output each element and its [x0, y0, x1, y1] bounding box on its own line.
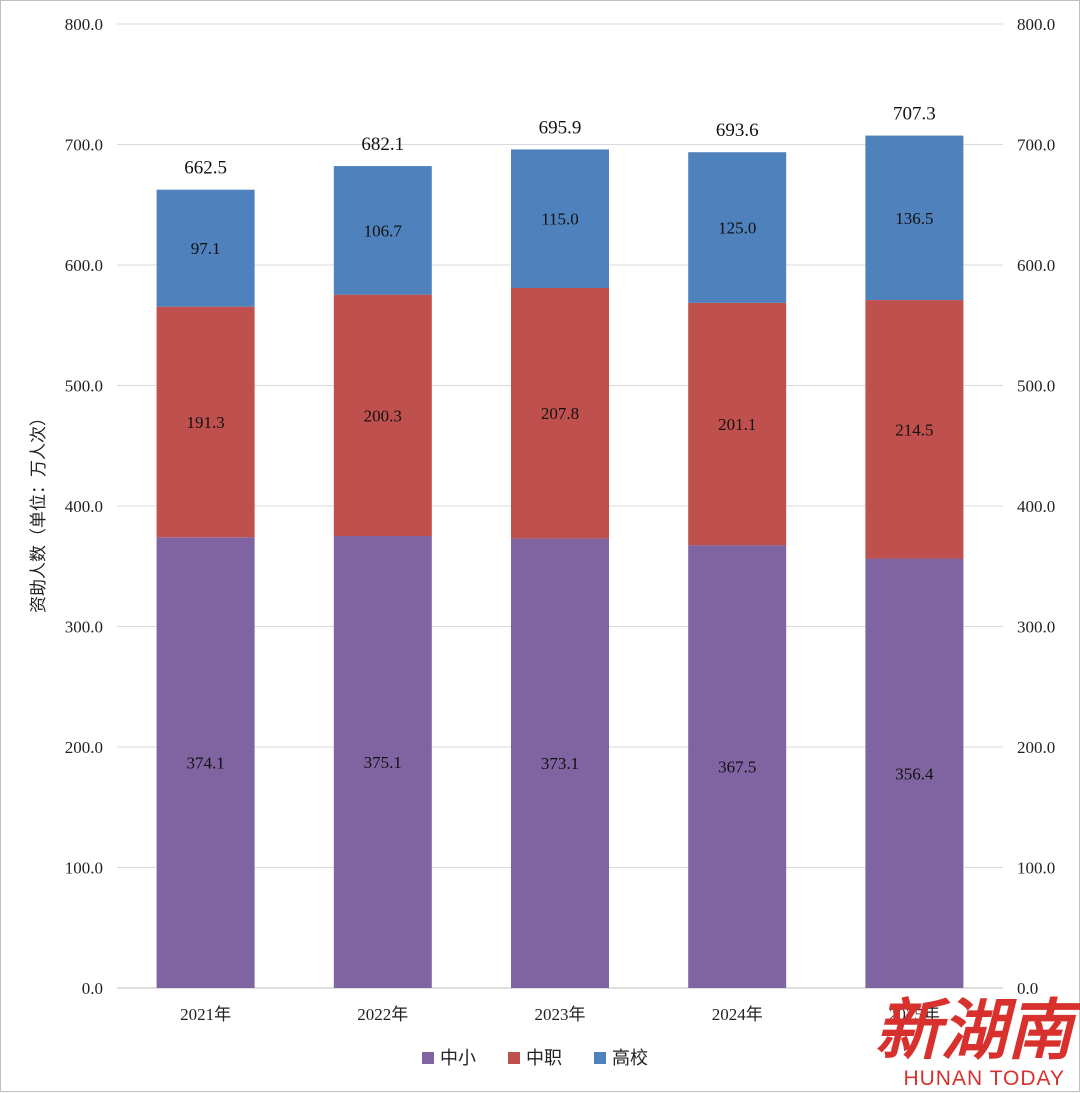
- bar-segment: [865, 558, 964, 988]
- bar-segment: [333, 166, 432, 295]
- legend-swatch: [594, 1052, 606, 1064]
- bar-segment: [688, 545, 787, 988]
- bar-segment: [333, 294, 432, 537]
- segment-value-label: 200.3: [364, 406, 402, 425]
- bar-segment: [511, 288, 609, 539]
- x-tick-label: 2024年: [712, 1005, 763, 1024]
- segment-value-label: 191.3: [186, 413, 224, 432]
- y-tick-label-right: 300.0: [1017, 618, 1055, 637]
- segment-value-label: 373.1: [541, 754, 579, 773]
- bar-segment: [333, 536, 432, 988]
- x-tick-label: 2021年: [180, 1005, 231, 1024]
- y-tick-label-right: 600.0: [1017, 256, 1055, 275]
- segment-value-label: 207.8: [541, 404, 579, 423]
- total-value-label: 682.1: [361, 134, 404, 155]
- y-tick-label-right: 100.0: [1017, 859, 1055, 878]
- watermark: 新湖南 HUNAN TODAY: [875, 991, 1080, 1090]
- x-tick-label: 2022年: [357, 1005, 408, 1024]
- segment-value-label: 367.5: [718, 758, 756, 777]
- y-tick-label-left: 0.0: [82, 979, 103, 998]
- segment-value-label: 374.1: [186, 754, 224, 773]
- legend: 中小 中职 高校: [422, 1048, 648, 1069]
- watermark-logo: 新湖南: [875, 991, 1080, 1069]
- bar-segment: [688, 152, 787, 303]
- legend-swatch: [422, 1052, 434, 1064]
- legend-label: 中小: [440, 1048, 476, 1069]
- watermark-subtitle: HUNAN TODAY: [903, 1067, 1065, 1090]
- total-value-label: 693.6: [716, 120, 759, 141]
- bars: [156, 135, 964, 988]
- legend-label: 高校: [612, 1048, 648, 1069]
- y-tick-label-right: 700.0: [1017, 136, 1055, 155]
- total-value-label: 695.9: [539, 117, 582, 138]
- bar-segment: [865, 135, 964, 301]
- bar-segment: [511, 149, 609, 289]
- y-tick-label-left: 700.0: [65, 136, 103, 155]
- x-tick-label: 2025年: [889, 1005, 940, 1024]
- legend-swatch: [508, 1052, 520, 1064]
- bar-segment: [156, 306, 255, 538]
- segment-value-label: 214.5: [895, 420, 933, 439]
- bar-segment: [865, 300, 964, 559]
- y-tick-label-left: 200.0: [65, 738, 103, 757]
- y-tick-label-left: 800.0: [65, 15, 103, 34]
- y-tick-label-left: 500.0: [65, 377, 103, 396]
- x-tick-label: 2023年: [535, 1005, 586, 1024]
- segment-value-label: 136.5: [895, 209, 933, 228]
- y-tick-label-left: 400.0: [65, 497, 103, 516]
- y-tick-label-right: 500.0: [1017, 377, 1055, 396]
- bar-segment: [688, 302, 787, 546]
- axes: 0.0 0.0 100.0 100.0 200.0 200.0 300.0 300.0 400.…: [65, 15, 1056, 1024]
- y-tick-label-left: 100.0: [65, 859, 103, 878]
- segment-value-label: 97.1: [191, 239, 221, 258]
- segment-value-label: 375.1: [364, 753, 402, 772]
- segment-value-label: 115.0: [541, 210, 579, 229]
- y-tick-label-left: 300.0: [65, 618, 103, 637]
- segment-value-label: 125.0: [718, 219, 756, 238]
- data-labels: 374.1 191.3 97.1 662.5 375.1 200.3 106.7 682.1 3…: [184, 104, 936, 784]
- total-value-label: 662.5: [184, 158, 227, 179]
- segment-value-label: 201.1: [718, 415, 756, 434]
- bar-segment: [156, 537, 255, 988]
- y-tick-label-right: 800.0: [1017, 15, 1055, 34]
- segment-value-label: 356.4: [895, 764, 934, 783]
- legend-label: 中职: [526, 1048, 562, 1069]
- y-tick-label-right: 400.0: [1017, 497, 1055, 516]
- bar-segment: [156, 189, 255, 307]
- y-tick-label-right: 0.0: [1017, 979, 1038, 998]
- y-tick-label-right: 200.0: [1017, 738, 1055, 757]
- segment-value-label: 106.7: [364, 221, 403, 240]
- y-axis-label: 资助人数（单位：万人次）: [29, 409, 49, 613]
- y-tick-label-left: 600.0: [65, 256, 103, 275]
- total-value-label: 707.3: [893, 104, 936, 125]
- bar-segment: [511, 538, 609, 988]
